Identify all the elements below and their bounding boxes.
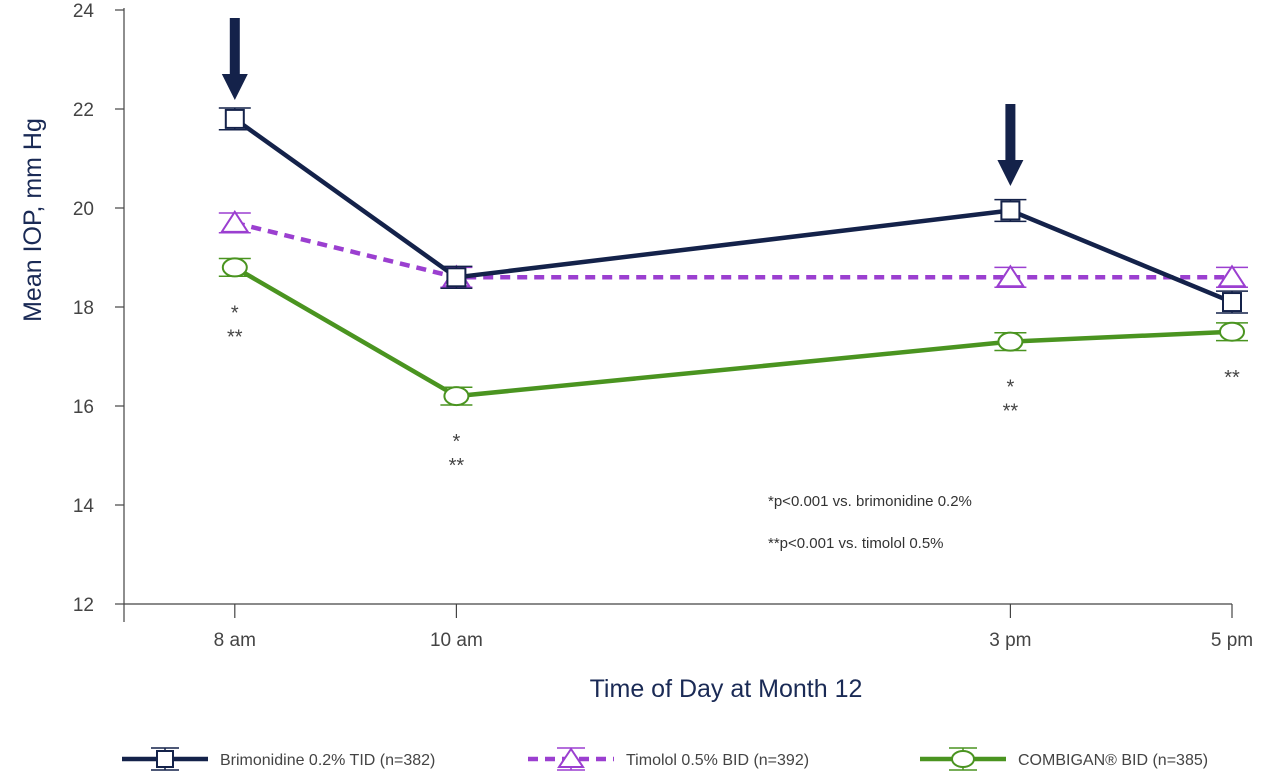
x-tick-label: 3 pm (989, 630, 1031, 651)
legend-item: Timolol 0.5% BID (n=392) (528, 747, 809, 771)
y-tick-label: 14 (73, 496, 95, 517)
data-point (1216, 264, 1248, 288)
y-tick-label: 18 (73, 298, 94, 319)
data-point (1216, 290, 1248, 314)
series-circle (218, 257, 1248, 407)
y-tick-label: 12 (73, 595, 94, 616)
dose-arrow (997, 104, 1024, 186)
dose-arrows (221, 18, 1024, 186)
legend-label: Timolol 0.5% BID (n=392) (626, 752, 809, 769)
series-layer (218, 107, 1248, 407)
marker-circle (221, 257, 248, 278)
marker-square (224, 108, 245, 129)
significance-label: * (453, 431, 461, 453)
y-axis-title: Mean IOP, mm Hg (19, 118, 47, 322)
footnote-timolol: **p<0.001 vs. timolol 0.5% (768, 535, 944, 552)
significance-label: ** (227, 326, 243, 348)
y-tick-label: 24 (73, 1, 95, 22)
significance-markers: *********** (227, 302, 1240, 477)
y-tick-label: 16 (73, 397, 94, 418)
dose-arrow-head (221, 74, 248, 100)
data-point (440, 265, 473, 289)
significance-label: ** (1003, 401, 1019, 423)
marker-triangle (995, 264, 1026, 288)
dose-arrow (221, 18, 248, 100)
data-point (218, 210, 251, 234)
x-tick-label: 10 am (430, 630, 483, 651)
y-tick-label: 20 (73, 199, 94, 220)
marker-square (156, 750, 174, 768)
legend-item: COMBIGAN® BID (n=385) (920, 747, 1208, 771)
significance-label: ** (1224, 367, 1240, 389)
marker-triangle (1217, 264, 1247, 288)
significance-label: * (231, 302, 239, 324)
data-point (218, 257, 251, 278)
series-line (233, 265, 1233, 399)
footnote-brimonidine: *p<0.001 vs. brimonidine 0.2% (768, 493, 972, 510)
data-point (1216, 321, 1248, 342)
data-point (994, 264, 1027, 288)
x-tick-label: 8 am (214, 630, 256, 651)
marker-circle (443, 386, 470, 407)
y-tick-label: 22 (73, 100, 94, 121)
series-triangle (218, 210, 1248, 288)
marker-triangle (219, 210, 250, 233)
data-point (440, 386, 473, 407)
legend-item: Brimonidine 0.2% TID (n=382) (122, 747, 435, 771)
significance-label: ** (449, 455, 465, 477)
series-line (234, 220, 1232, 280)
dose-arrow-head (997, 160, 1024, 186)
series-line (233, 117, 1233, 305)
marker-triangle (557, 747, 585, 768)
x-tick-label: 5 pm (1211, 630, 1253, 651)
data-point (994, 198, 1027, 223)
marker-circle (997, 331, 1024, 352)
axes (115, 8, 1233, 622)
x-axis-title: Time of Day at Month 12 (590, 675, 863, 703)
legend: Brimonidine 0.2% TID (n=382) Timolol 0.5%… (122, 747, 1208, 771)
data-point (218, 107, 251, 131)
series-square (218, 107, 1248, 314)
marker-square (1222, 292, 1242, 313)
dose-arrow-shaft (229, 18, 240, 76)
tick-labels: 12 14 16 18 20 22 24 8 am 10 am 3 pm 5 pm (73, 1, 1253, 651)
dose-arrow-shaft (1005, 104, 1016, 162)
marker-square (1000, 200, 1021, 221)
marker-circle (951, 750, 975, 768)
significance-label: * (1007, 377, 1015, 399)
legend-label: COMBIGAN® BID (n=385) (1018, 752, 1208, 769)
marker-circle (1219, 321, 1245, 342)
marker-square (446, 267, 467, 288)
legend-label: Brimonidine 0.2% TID (n=382) (220, 752, 435, 769)
data-point (994, 331, 1027, 352)
